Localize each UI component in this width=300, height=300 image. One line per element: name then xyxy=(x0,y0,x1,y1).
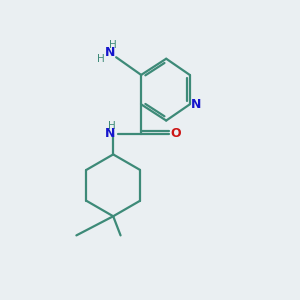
Text: H: H xyxy=(108,121,116,130)
Text: N: N xyxy=(191,98,201,111)
Text: O: O xyxy=(170,127,181,140)
Text: H: H xyxy=(97,54,105,64)
Text: N: N xyxy=(105,127,116,140)
Text: N: N xyxy=(105,46,116,59)
Text: H: H xyxy=(109,40,116,50)
